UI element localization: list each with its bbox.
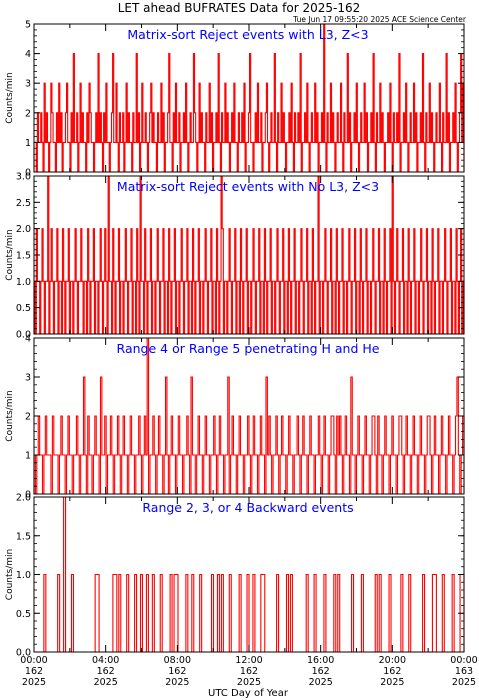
series-line-panel-4 <box>34 496 465 653</box>
x-tick-label-time: 20:00 <box>379 655 406 666</box>
x-tick-label-time: 04:00 <box>92 655 119 666</box>
panels: 0 1 2 3 4 5 Counts/min Matrix-sort Reject event… <box>5 20 465 659</box>
x-tick-label-time: 08:00 <box>164 655 191 666</box>
y-tick-label: 4 <box>25 49 31 60</box>
y-axis-label: Counts/min <box>5 229 15 280</box>
y-tick-label: 2 <box>25 412 31 423</box>
x-axis-labels: 00:00162202504:00162202508:00162202512:0… <box>20 655 477 688</box>
y-tick-label: 1.0 <box>16 277 31 288</box>
y-tick-label: 0.0 <box>16 330 31 341</box>
x-tick-label-day: 162 <box>240 666 258 677</box>
y-tick-label: 2 <box>25 108 31 119</box>
y-tick-label: 1.0 <box>16 570 31 581</box>
y-axis-label: Counts/min <box>5 390 15 441</box>
x-tick-label-time: 12:00 <box>235 655 262 666</box>
panel-1: 0 1 2 3 4 5 Counts/min Matrix-sort Reject event… <box>5 20 465 179</box>
y-tick-label: 1 <box>25 451 31 462</box>
figure-title: LET ahead BUFRATES Data for 2025-162 <box>118 1 360 15</box>
panel-3: 0 1 2 3 4 Counts/min Range 4 or Range 5 penetr… <box>5 334 465 501</box>
panel-title: Matrix-sort Reject events with L3, Z<3 <box>127 27 368 42</box>
x-tick-label-year: 2025 <box>309 677 333 688</box>
y-tick-label: 5 <box>25 20 31 31</box>
y-tick-label: 1.5 <box>16 251 31 262</box>
x-tick-label-year: 2025 <box>452 677 476 688</box>
panel-4: 0.0 0.5 1.0 1.5 2.0 Counts/min Range 2, 3, or … <box>5 493 465 659</box>
series-line-panel-1 <box>33 23 465 173</box>
series-line-panel-2 <box>33 175 465 335</box>
x-tick-label-time: 00:00 <box>20 655 47 666</box>
x-tick-label-day: 162 <box>25 666 43 677</box>
y-tick-label: 2.0 <box>16 224 31 235</box>
panel-title: Range 2, 3, or 4 Backward events <box>142 500 353 515</box>
x-tick-label-time: 00:00 <box>450 655 477 666</box>
y-tick-label: 0.0 <box>16 648 31 659</box>
y-tick-label: 0 <box>25 168 31 179</box>
x-axis-title: UTC Day of Year <box>208 688 289 699</box>
x-tick-label-day: 162 <box>97 666 115 677</box>
y-tick-label: 3 <box>25 79 31 90</box>
y-tick-label: 0 <box>25 490 31 501</box>
y-axis-label: Counts/min <box>5 72 15 123</box>
x-tick-label-year: 2025 <box>94 677 118 688</box>
y-tick-label: 3.0 <box>16 172 31 183</box>
x-tick-label-day: 162 <box>312 666 330 677</box>
x-tick-label-day: 163 <box>455 666 473 677</box>
y-tick-label: 2.0 <box>16 493 31 504</box>
y-tick-label: 3 <box>25 373 31 384</box>
y-tick-label: 2.5 <box>16 198 31 209</box>
y-tick-label: 0.5 <box>16 609 31 620</box>
x-tick-label-time: 16:00 <box>307 655 334 666</box>
panel-2: 0.0 0.5 1.0 1.5 2.0 2.5 3.0 Counts/min Matrix-so… <box>5 172 465 341</box>
x-tick-label-year: 2025 <box>380 677 404 688</box>
panel-title: Matrix-sort Reject events with No L3, Z<… <box>117 179 379 194</box>
y-tick-label: 1.5 <box>16 531 31 542</box>
x-tick-label-year: 2025 <box>237 677 261 688</box>
x-tick-label-year: 2025 <box>22 677 46 688</box>
timestamp-label: Tue Jun 17 09:55:20 2025 ACE Science Cen… <box>292 15 467 24</box>
y-tick-label: 0.5 <box>16 303 31 314</box>
y-tick-label: 4 <box>25 334 31 345</box>
x-tick-label-day: 162 <box>383 666 401 677</box>
panel-title: Range 4 or Range 5 penetrating H and He <box>117 341 380 356</box>
x-tick-label-year: 2025 <box>165 677 189 688</box>
y-axis-label: Counts/min <box>5 549 15 600</box>
x-tick-label-day: 162 <box>168 666 186 677</box>
y-tick-label: 1 <box>25 138 31 149</box>
